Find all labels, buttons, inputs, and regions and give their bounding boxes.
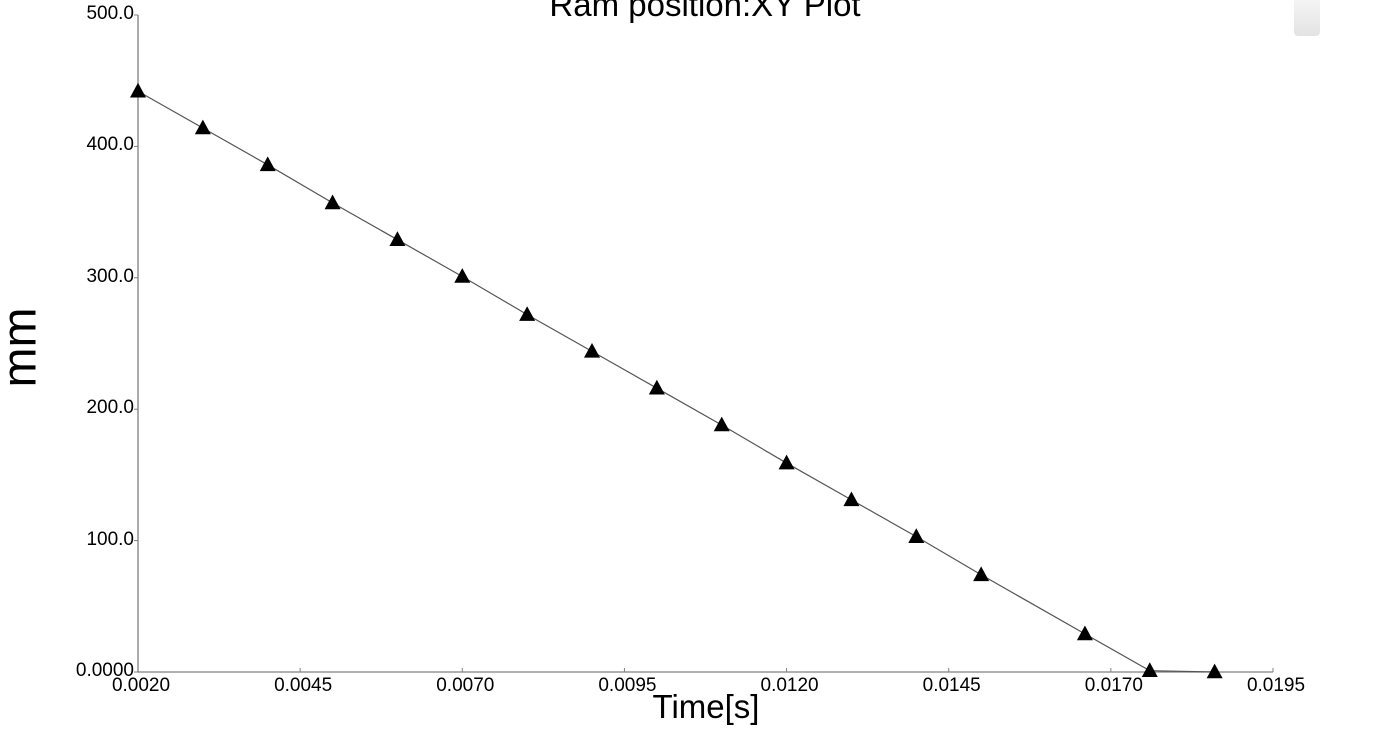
- data-point-triangle-icon: [389, 231, 406, 246]
- data-point-triangle-icon: [713, 416, 730, 432]
- view-orientation-triad-icon[interactable]: [1294, 0, 1320, 36]
- x-tick-label: 0.0195: [1246, 675, 1306, 696]
- data-point-triangle-icon: [973, 566, 990, 582]
- data-point-triangle-icon: [1076, 625, 1093, 641]
- y-tick-label: 100.0: [86, 528, 134, 550]
- data-point-triangle-icon: [908, 528, 925, 543]
- data-point-triangle-icon: [1206, 663, 1223, 679]
- y-tick-label: 0.0000: [75, 660, 134, 681]
- data-point-triangle-icon: [259, 156, 276, 172]
- data-point-triangle-icon: [130, 82, 146, 98]
- y-tick-label: 400.0: [86, 134, 134, 156]
- x-tick-label: 0.0170: [1084, 675, 1143, 696]
- y-tick-label: 200.0: [86, 397, 134, 419]
- x-tick-label: 0.0020: [111, 675, 171, 696]
- y-tick-label: 300.0: [86, 265, 134, 287]
- x-tick-label: 0.0095: [598, 675, 657, 696]
- data-point-triangle-icon: [324, 194, 341, 210]
- x-tick-label: 0.0145: [922, 675, 981, 696]
- data-point-triangle-icon: [454, 268, 471, 283]
- data-point-triangle-icon: [843, 491, 860, 507]
- data-point-triangle-icon: [778, 454, 795, 470]
- x-tick-label: 0.0120: [760, 675, 819, 696]
- y-tick-label: 500.0: [86, 3, 134, 24]
- data-point-triangle-icon: [519, 306, 536, 321]
- data-point-triangle-icon: [584, 342, 600, 358]
- chart-title: Ram position:XY Plot: [549, 0, 861, 23]
- series-line: [137, 90, 1215, 673]
- data-point-triangle-icon: [1141, 662, 1158, 677]
- x-axis-label: Time[s]: [652, 688, 760, 725]
- x-tick-label: 0.0070: [436, 675, 495, 696]
- x-tick-label: 0.0045: [274, 675, 333, 696]
- data-point-triangle-icon: [194, 119, 211, 135]
- data-point-triangle-icon: [648, 379, 665, 395]
